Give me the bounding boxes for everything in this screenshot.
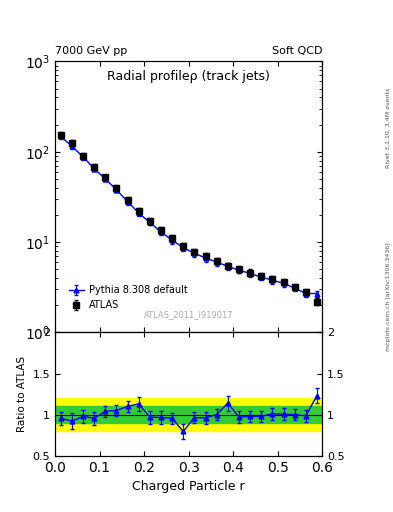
Text: 7000 GeV pp: 7000 GeV pp — [55, 46, 127, 56]
Text: Soft QCD: Soft QCD — [272, 46, 322, 56]
Text: ATLAS_2011_I919017: ATLAS_2011_I919017 — [144, 310, 233, 319]
Text: Radial profileρ (track jets): Radial profileρ (track jets) — [107, 70, 270, 82]
Y-axis label: Ratio to ATLAS: Ratio to ATLAS — [17, 356, 27, 432]
X-axis label: Charged Particle r: Charged Particle r — [132, 480, 245, 493]
Text: Rivet 3.1.10, 3.4M events: Rivet 3.1.10, 3.4M events — [386, 88, 391, 168]
Legend: Pythia 8.308 default, ATLAS: Pythia 8.308 default, ATLAS — [65, 282, 191, 314]
Text: mcplots.cern.ch [arXiv:1306.3436]: mcplots.cern.ch [arXiv:1306.3436] — [386, 243, 391, 351]
